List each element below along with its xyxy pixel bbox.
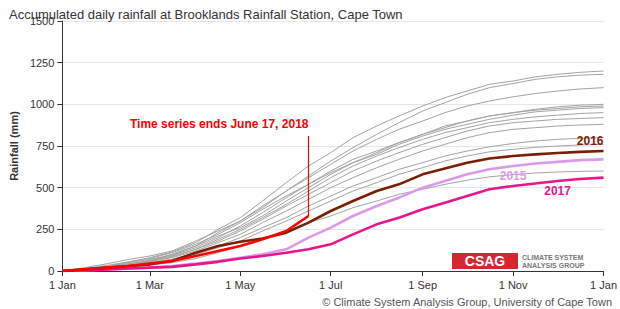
svg-text:1 Jan: 1 Jan (49, 279, 76, 291)
svg-text:2017: 2017 (544, 184, 571, 198)
svg-text:Rainfall (mm): Rainfall (mm) (8, 111, 20, 181)
svg-text:500: 500 (36, 182, 54, 194)
svg-text:0: 0 (48, 265, 54, 277)
svg-text:2015: 2015 (500, 169, 527, 183)
svg-text:1 Nov: 1 Nov (499, 279, 528, 291)
svg-text:Time series ends June 17, 2018: Time series ends June 17, 2018 (130, 117, 309, 131)
svg-text:CLIMATE SYSTEM: CLIMATE SYSTEM (522, 254, 583, 261)
svg-text:750: 750 (36, 140, 54, 152)
svg-text:CSAG: CSAG (465, 253, 506, 269)
svg-text:1 May: 1 May (225, 279, 255, 291)
svg-text:© Climate System Analysis Grou: © Climate System Analysis Group, Univers… (322, 296, 612, 308)
svg-text:1000: 1000 (30, 98, 54, 110)
svg-text:Accumulated daily rainfall at: Accumulated daily rainfall at Brooklands… (9, 7, 403, 22)
svg-text:1250: 1250 (30, 57, 54, 69)
svg-text:1 Jul: 1 Jul (319, 279, 342, 291)
svg-text:1 Mar: 1 Mar (136, 279, 164, 291)
svg-text:250: 250 (36, 223, 54, 235)
svg-text:1 Jan: 1 Jan (590, 279, 617, 291)
svg-text:ANALYSIS GROUP: ANALYSIS GROUP (522, 262, 585, 269)
svg-text:1 Sep: 1 Sep (408, 279, 437, 291)
svg-text:2016: 2016 (577, 134, 604, 148)
